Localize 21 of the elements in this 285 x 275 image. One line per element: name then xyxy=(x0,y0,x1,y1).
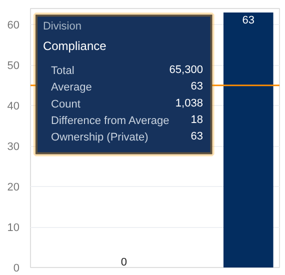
data-label: 0 xyxy=(120,256,127,268)
y-tick-label: 10 xyxy=(7,222,20,234)
annotation: 1,038 xyxy=(175,97,203,110)
annotation: 65,300 xyxy=(169,64,203,76)
annotation: Total xyxy=(51,65,74,78)
annotation: Count xyxy=(51,98,80,110)
y-tick-label: 0 xyxy=(13,262,20,274)
annotation: Difference from Average xyxy=(51,114,170,127)
y-tick-label: 50 xyxy=(7,60,20,72)
annotation: Average xyxy=(51,82,92,94)
y-tick-label: 20 xyxy=(7,182,20,194)
annotation: 63 xyxy=(190,80,203,93)
y-tick-label: 60 xyxy=(7,20,20,32)
y-tick-label: 30 xyxy=(7,141,20,154)
annotation: Division xyxy=(42,20,82,33)
annotation: 18 xyxy=(190,114,203,126)
data-label: 63 xyxy=(242,14,255,27)
annotation: 63 xyxy=(190,130,203,143)
annotation: Ownership (Private) xyxy=(51,132,148,144)
annotation: Compliance xyxy=(42,38,107,53)
y-tick-label: 40 xyxy=(7,100,20,113)
